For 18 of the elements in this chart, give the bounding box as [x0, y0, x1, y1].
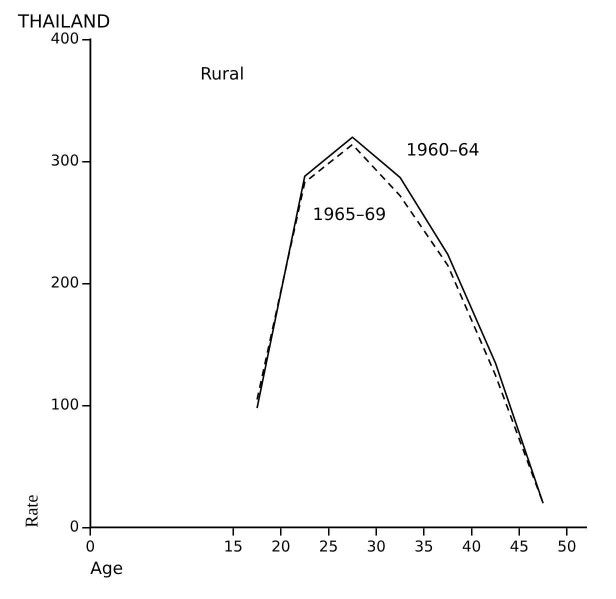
- x-tick-label: 15: [224, 537, 243, 556]
- y-axis-title: Rate: [22, 494, 42, 528]
- x-tick-label: 40: [462, 537, 482, 556]
- x-axis-title: Age: [90, 559, 124, 580]
- y-tick-label: 0: [70, 517, 80, 536]
- series-label: 1965–69: [312, 204, 386, 225]
- annotation: Rural: [200, 64, 244, 85]
- x-tick-label: 35: [414, 537, 434, 556]
- series-label: 1960–64: [406, 140, 480, 160]
- x-tick-label: 25: [319, 537, 338, 556]
- x-tick-label: 45: [510, 537, 529, 556]
- y-tick-label: 200: [50, 273, 80, 292]
- x-tick-label: 50: [557, 537, 576, 556]
- y-tick-label: 100: [50, 395, 80, 414]
- x-tick-label: 0: [85, 537, 96, 556]
- x-tick-label: 20: [271, 537, 290, 556]
- x-tick-label: 30: [366, 537, 386, 556]
- y-tick-label: 300: [50, 151, 80, 170]
